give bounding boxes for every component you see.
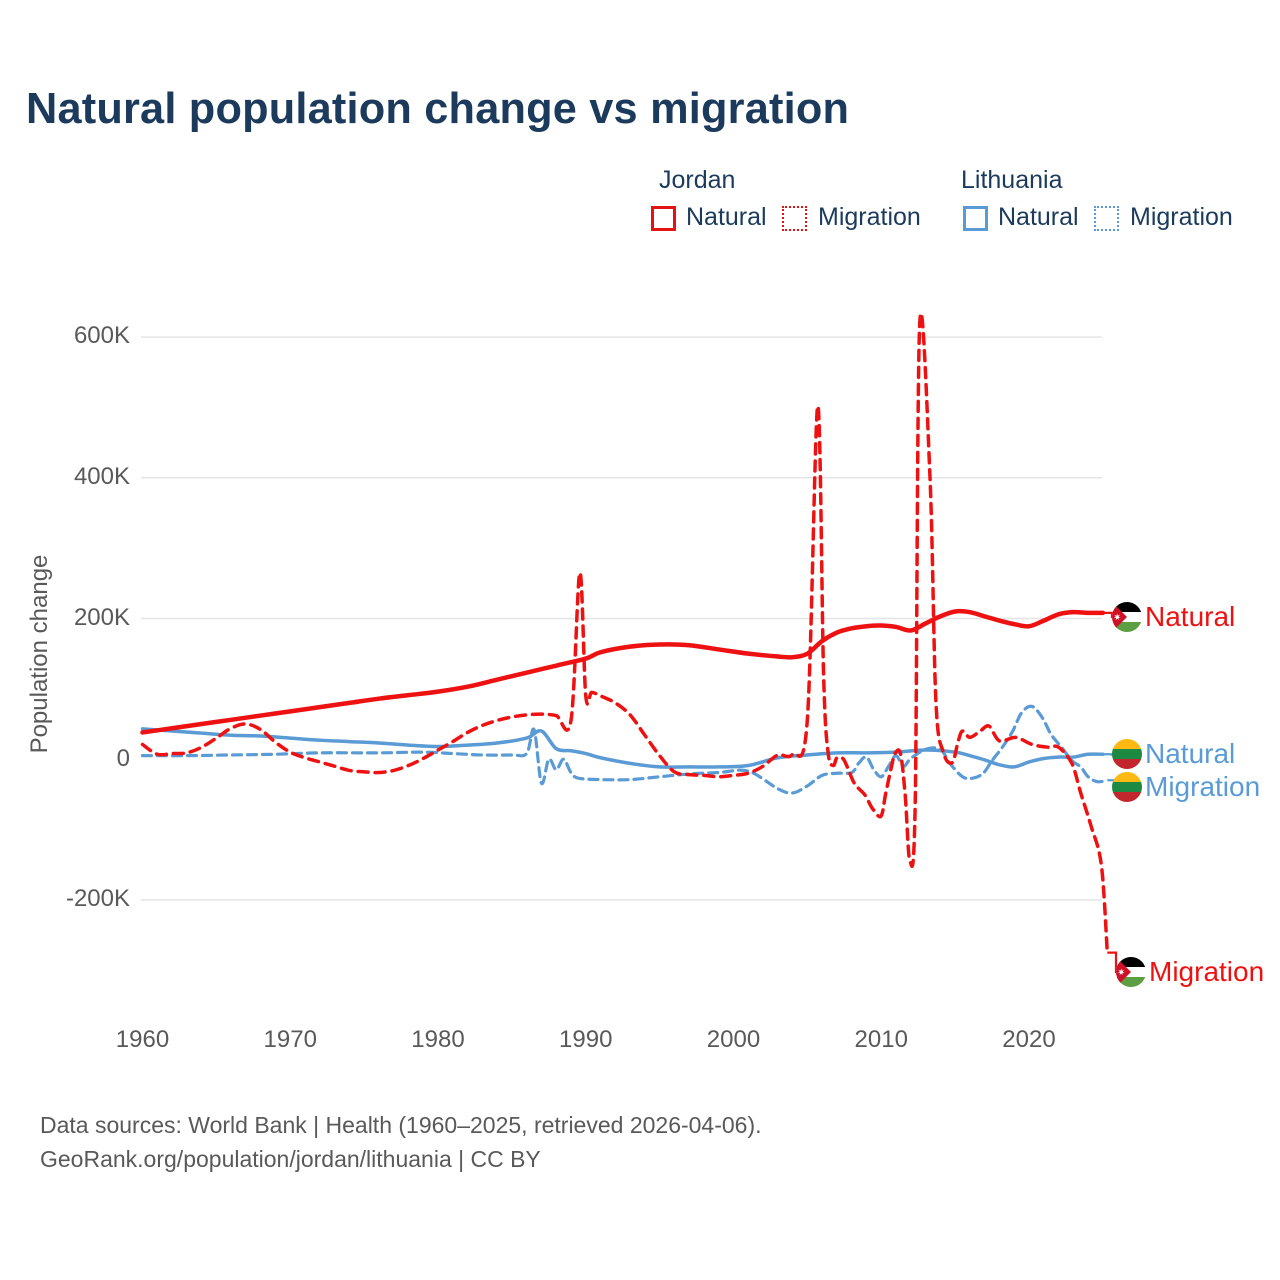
svg-text:1970: 1970 [264, 1026, 317, 1053]
svg-text:1990: 1990 [559, 1026, 612, 1053]
svg-text:2010: 2010 [855, 1026, 908, 1053]
svg-text:200K: 200K [74, 604, 130, 631]
svg-text:2020: 2020 [1002, 1026, 1055, 1053]
svg-text:-200K: -200K [66, 885, 130, 912]
svg-text:1980: 1980 [411, 1026, 464, 1053]
svg-text:0: 0 [117, 745, 130, 772]
svg-text:2000: 2000 [707, 1026, 760, 1053]
svg-text:1960: 1960 [116, 1026, 169, 1053]
svg-text:400K: 400K [74, 463, 130, 490]
svg-text:600K: 600K [74, 322, 130, 349]
